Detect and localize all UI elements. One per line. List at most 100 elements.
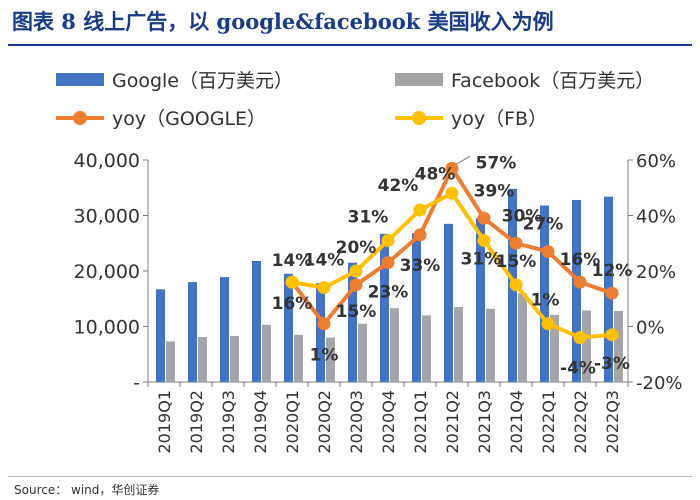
fb-yoy-point (349, 264, 363, 278)
y-right-tick-label: 20% (636, 262, 676, 283)
fb-yoy-point (573, 331, 587, 345)
callout-leader (455, 155, 471, 165)
google-yoy-label: 1% (310, 346, 339, 366)
lines (285, 161, 619, 345)
legend-google-label: Google（百万美元） (112, 70, 293, 92)
google-yoy-label: 12% (592, 261, 633, 281)
google-bar (348, 262, 357, 382)
google-yoy-label: 15% (336, 302, 377, 322)
google-bar (156, 289, 165, 382)
data-labels: 16%1%15%23%33%57%39%30%27%16%12%14%14%20… (272, 153, 633, 378)
facebook-bar (198, 337, 207, 382)
axes: - 10,000 20,000 30,000 40,000 -20% 0% 20% 40% 60%… (74, 150, 683, 454)
fb-yoy-label: 42% (378, 176, 419, 196)
x-tick-label: 2022Q3 (603, 390, 622, 454)
facebook-bar (166, 341, 175, 382)
facebook-bar (230, 335, 239, 382)
google-yoy-point (413, 228, 427, 242)
fb-yoy-point (541, 317, 555, 331)
google-bar (380, 233, 389, 382)
fb-yoy-label: -4% (560, 359, 596, 379)
facebook-bar (614, 310, 623, 382)
fb-yoy-point (605, 328, 619, 342)
x-tick-label: 2021Q1 (411, 390, 430, 454)
y-left-tick-label: 30,000 (74, 206, 140, 228)
google-bar (476, 218, 485, 382)
facebook-bar (486, 308, 495, 382)
google-yoy-label: 23% (368, 283, 409, 303)
google-bar (284, 273, 293, 382)
x-tick-label: 2020Q4 (379, 390, 398, 454)
google-yoy-label: 57% (476, 153, 517, 173)
y-left-tick-label: 10,000 (74, 317, 140, 339)
fb-yoy-label: 1% (531, 291, 560, 311)
facebook-bar (358, 323, 367, 382)
fb-yoy-point (317, 281, 331, 295)
google-yoy-point (509, 236, 523, 250)
fb-yoy-label: 14% (304, 251, 345, 271)
x-tick-label: 2019Q1 (155, 390, 174, 454)
fb-yoy-label: 31% (461, 249, 502, 269)
facebook-bar (294, 334, 303, 382)
x-tick-label: 2020Q3 (347, 390, 366, 454)
facebook-bar (518, 293, 527, 382)
facebook-bar (582, 310, 591, 382)
fb-yoy-point (477, 233, 491, 247)
legend-facebook-label: Facebook（百万美元） (451, 70, 654, 92)
x-tick-label: 2022Q1 (539, 390, 558, 454)
google-yoy-label: 16% (272, 294, 313, 314)
legend: Google（百万美元） Facebook（百万美元） yoy（GOOGLE） yoy… (56, 70, 654, 130)
fb-yoy-label: 15% (496, 252, 537, 272)
google-yoy-point (445, 161, 459, 175)
google-bar (252, 261, 261, 382)
y-right-tick-label: -20% (636, 373, 683, 394)
x-tick-label: 2020Q2 (315, 390, 334, 454)
facebook-bar (454, 307, 463, 382)
footer-divider (8, 476, 692, 477)
fb-yoy-point (445, 186, 459, 200)
title-divider (8, 44, 692, 46)
google-yoy-label: 39% (474, 181, 515, 201)
y-left-tick-label: 40,000 (74, 150, 140, 172)
google-yoy-point (349, 278, 363, 292)
fb-yoy-label: 31% (348, 207, 389, 227)
y-right-tick-label: 0% (636, 318, 665, 339)
source-note: Source： wind，华创证券 (14, 483, 160, 497)
google-bar (188, 282, 197, 382)
google-yoy-point (317, 317, 331, 331)
google-yoy-point (605, 286, 619, 300)
chart-title: 图表 8 线上广告，以 google&facebook 美国收入为例 (12, 9, 554, 34)
x-tick-label: 2021Q3 (475, 390, 494, 454)
google-yoy-point (381, 256, 395, 270)
google-bar (316, 283, 325, 382)
google-bar (444, 223, 453, 382)
google-yoy-label: 33% (400, 256, 441, 276)
fb-yoy-label: -3% (594, 354, 630, 374)
legend-google-yoy-label: yoy（GOOGLE） (112, 108, 266, 130)
x-tick-label: 2022Q2 (571, 390, 590, 454)
google-yoy-label: 27% (523, 215, 564, 235)
fb-yoy-label: 20% (336, 238, 377, 258)
fb-yoy-point (381, 233, 395, 247)
fb-yoy-point (509, 278, 523, 292)
x-tick-label: 2019Q2 (187, 390, 206, 454)
legend-facebook-swatch (395, 73, 443, 86)
y-right-tick-label: 40% (636, 207, 676, 228)
legend-fb-yoy-marker (412, 111, 426, 125)
x-tick-label: 2019Q3 (219, 390, 238, 454)
facebook-bar (326, 337, 335, 382)
facebook-bar (550, 314, 559, 382)
fb-yoy-label: 48% (415, 164, 456, 184)
google-bar (540, 205, 549, 382)
x-tick-label: 2019Q4 (251, 390, 270, 454)
y-left-tick-label: 20,000 (74, 261, 140, 283)
google-bar (220, 277, 229, 382)
legend-google-yoy-marker (73, 111, 87, 125)
google-bar (572, 199, 581, 382)
google-yoy-point (541, 245, 555, 259)
x-tick-label: 2021Q4 (507, 390, 526, 454)
legend-fb-yoy-label: yoy（FB） (451, 108, 547, 130)
google-yoy-label: 16% (560, 250, 601, 270)
y-left-tick-label: - (133, 372, 140, 394)
legend-google-swatch (56, 73, 104, 86)
